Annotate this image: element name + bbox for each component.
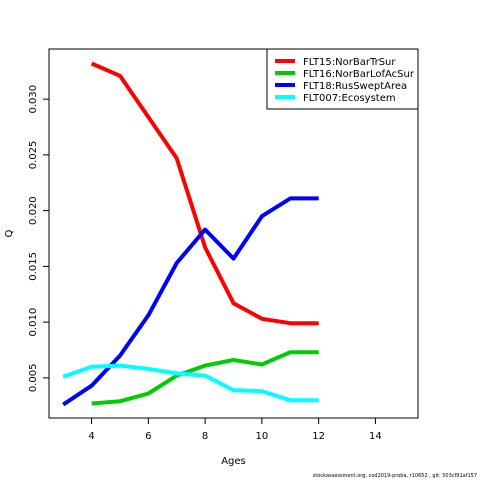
legend: FLT15:NorBarTrSurFLT16:NorBarLofAcSurFLT… (266, 48, 419, 110)
series-layer (62, 61, 319, 407)
y-tick-label: 0.020 (28, 196, 39, 225)
x-tick-label: 10 (256, 431, 269, 442)
x-tick-label: 6 (145, 431, 151, 442)
y-axis: 0.005 0.010 0.015 0.020 0.025 0.030 (28, 85, 49, 392)
series-line (62, 196, 319, 407)
series-line (91, 350, 319, 406)
series-line (90, 61, 319, 326)
footer-credit: stockassessment.org, cod2019-proba, r106… (312, 473, 477, 479)
y-tick-label: 0.015 (28, 252, 39, 281)
y-tick-label: 0.025 (28, 141, 39, 170)
y-tick-label: 0.030 (28, 85, 39, 114)
x-axis-title: Ages (221, 456, 246, 467)
x-tick-label: 4 (88, 431, 94, 442)
y-axis-title: Q (4, 229, 15, 237)
x-tick-label: 14 (369, 431, 382, 442)
x-tick-label: 8 (202, 431, 208, 442)
legend-label: FLT18:RusSweptArea (303, 81, 407, 92)
y-tick-label: 0.005 (28, 364, 39, 393)
x-axis: 4 6 8 10 12 14 (88, 418, 382, 442)
legend-label: FLT16:NorBarLofAcSur (303, 69, 415, 80)
legend-label: FLT15:NorBarTrSur (303, 57, 396, 68)
legend-label: FLT007:Ecosystem (303, 93, 396, 104)
series-line (62, 363, 319, 403)
x-tick-label: 12 (312, 431, 325, 442)
y-tick-label: 0.010 (28, 308, 39, 337)
plot-frame (48, 48, 419, 419)
